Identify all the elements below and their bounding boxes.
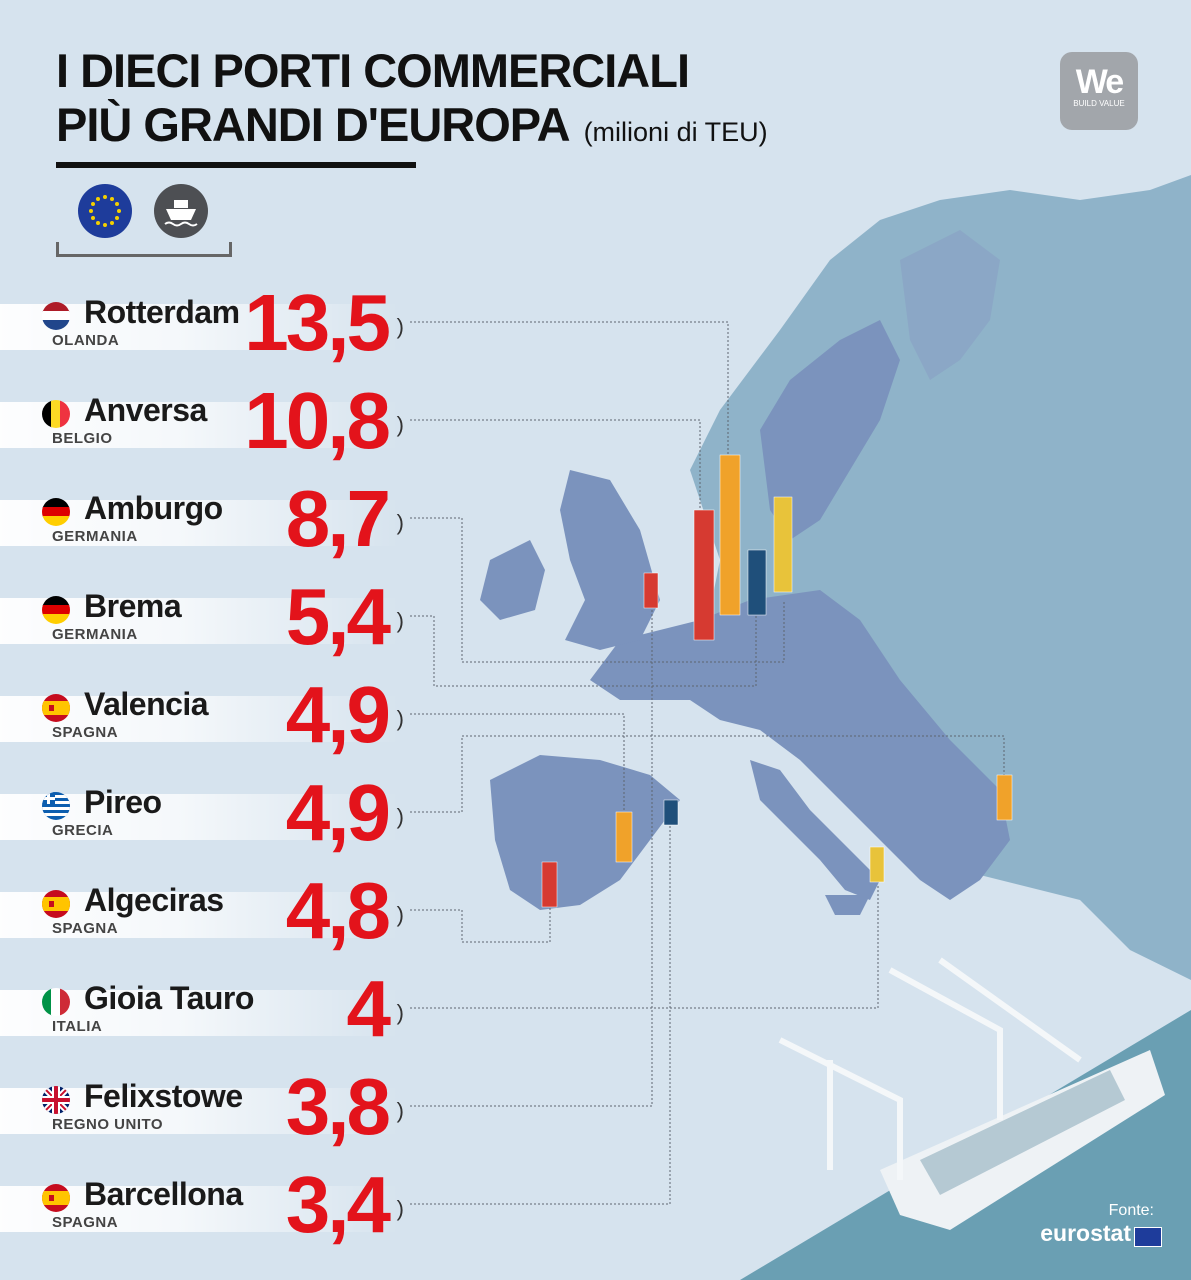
port-name: Amburgo xyxy=(84,490,223,526)
port-name: Rotterdam xyxy=(84,294,240,330)
de-flag-icon xyxy=(42,596,70,624)
port-value: 8,7 xyxy=(285,474,391,563)
port-name: Felixstowe xyxy=(84,1078,243,1114)
port-row: Valencia SPAGNA 4,9) xyxy=(0,670,410,778)
logo-text: We xyxy=(1075,63,1124,101)
category-icons xyxy=(56,184,232,257)
source-name: eurostat xyxy=(1040,1220,1131,1246)
port-name: Gioia Tauro xyxy=(84,980,254,1016)
port-name: Anversa xyxy=(84,392,207,428)
port-name: Valencia xyxy=(84,686,209,722)
port-country: SPAGNA xyxy=(52,920,119,937)
port-name: Brema xyxy=(84,588,182,624)
it-flag-icon xyxy=(42,988,70,1016)
port-name: Barcellona xyxy=(84,1176,243,1212)
connector-bracket: ) xyxy=(396,706,404,731)
connector-bracket: ) xyxy=(396,412,404,437)
port-row: Barcellona SPAGNA 3,4) xyxy=(0,1160,410,1268)
de-flag-icon xyxy=(42,498,70,526)
port-row: Pireo GRECIA 4,9) xyxy=(0,768,410,876)
es-flag-icon xyxy=(42,890,70,918)
port-value: 5,4 xyxy=(285,572,391,661)
we-build-value-logo: We BUILD VALUE xyxy=(1060,52,1138,130)
port-value: 13,5 xyxy=(244,278,391,367)
port-row: Amburgo GERMANIA 8,7) xyxy=(0,474,410,582)
port-name: Pireo xyxy=(84,784,162,820)
port-country: GERMANIA xyxy=(52,528,138,545)
es-flag-icon xyxy=(42,694,70,722)
port-value: 4,8 xyxy=(285,866,391,955)
port-country: OLANDA xyxy=(52,332,120,349)
ship-icon xyxy=(154,184,208,238)
connector-bracket: ) xyxy=(396,510,404,535)
unit-label: (milioni di TEU) xyxy=(583,117,768,147)
port-name: Algeciras xyxy=(84,882,224,918)
port-value: 4,9 xyxy=(285,670,391,759)
port-country: ITALIA xyxy=(52,1018,103,1035)
connector-bracket: ) xyxy=(396,1196,404,1221)
connector-bracket: ) xyxy=(396,804,404,829)
port-row: Algeciras SPAGNA 4,8) xyxy=(0,866,410,974)
connector-bracket: ) xyxy=(396,608,404,633)
port-row: Rotterdam OLANDA 13,5) xyxy=(0,278,410,386)
port-country: GERMANIA xyxy=(52,626,138,643)
port-row: Brema GERMANIA 5,4) xyxy=(0,572,410,680)
source-label: Fonte: xyxy=(1108,1202,1154,1219)
port-value: 4 xyxy=(346,964,391,1053)
gb-flag-icon xyxy=(42,1086,70,1114)
logo-subtitle: BUILD VALUE xyxy=(1073,99,1125,108)
port-row: Felixstowe REGNO UNITO 3,8) xyxy=(0,1062,410,1170)
es-flag-icon xyxy=(42,1184,70,1212)
eu-small-flag-icon xyxy=(1134,1226,1162,1247)
port-country: BELGIO xyxy=(52,430,113,447)
port-value: 3,4 xyxy=(285,1160,391,1249)
gr-flag-icon xyxy=(42,792,70,820)
chart-title: I DIECI PORTI COMMERCIALI PIÙ GRANDI D'E… xyxy=(56,44,768,159)
title-line-2: PIÙ GRANDI D'EUROPA xyxy=(56,98,571,151)
port-row: Gioia Tauro ITALIA 4) xyxy=(0,964,410,1072)
title-underline xyxy=(56,162,416,168)
port-country: REGNO UNITO xyxy=(52,1116,164,1133)
connector-bracket: ) xyxy=(396,902,404,927)
eu-flag-icon xyxy=(78,184,132,238)
be-flag-icon xyxy=(42,400,70,428)
port-country: SPAGNA xyxy=(52,724,119,741)
icons-bracket xyxy=(56,242,232,257)
connector-bracket: ) xyxy=(396,314,404,339)
port-country: SPAGNA xyxy=(52,1214,119,1231)
port-value: 10,8 xyxy=(244,376,391,465)
nl-flag-icon xyxy=(42,302,70,330)
port-row: Anversa BELGIO 10,8) xyxy=(0,376,410,484)
port-country: GRECIA xyxy=(52,822,114,839)
connector-bracket: ) xyxy=(396,1000,404,1025)
connector-bracket: ) xyxy=(396,1098,404,1123)
port-value: 4,9 xyxy=(285,768,391,857)
source-credit: Fonte: eurostat xyxy=(1022,1202,1162,1247)
port-value: 3,8 xyxy=(285,1062,391,1151)
title-line-1: I DIECI PORTI COMMERCIALI xyxy=(56,44,690,97)
